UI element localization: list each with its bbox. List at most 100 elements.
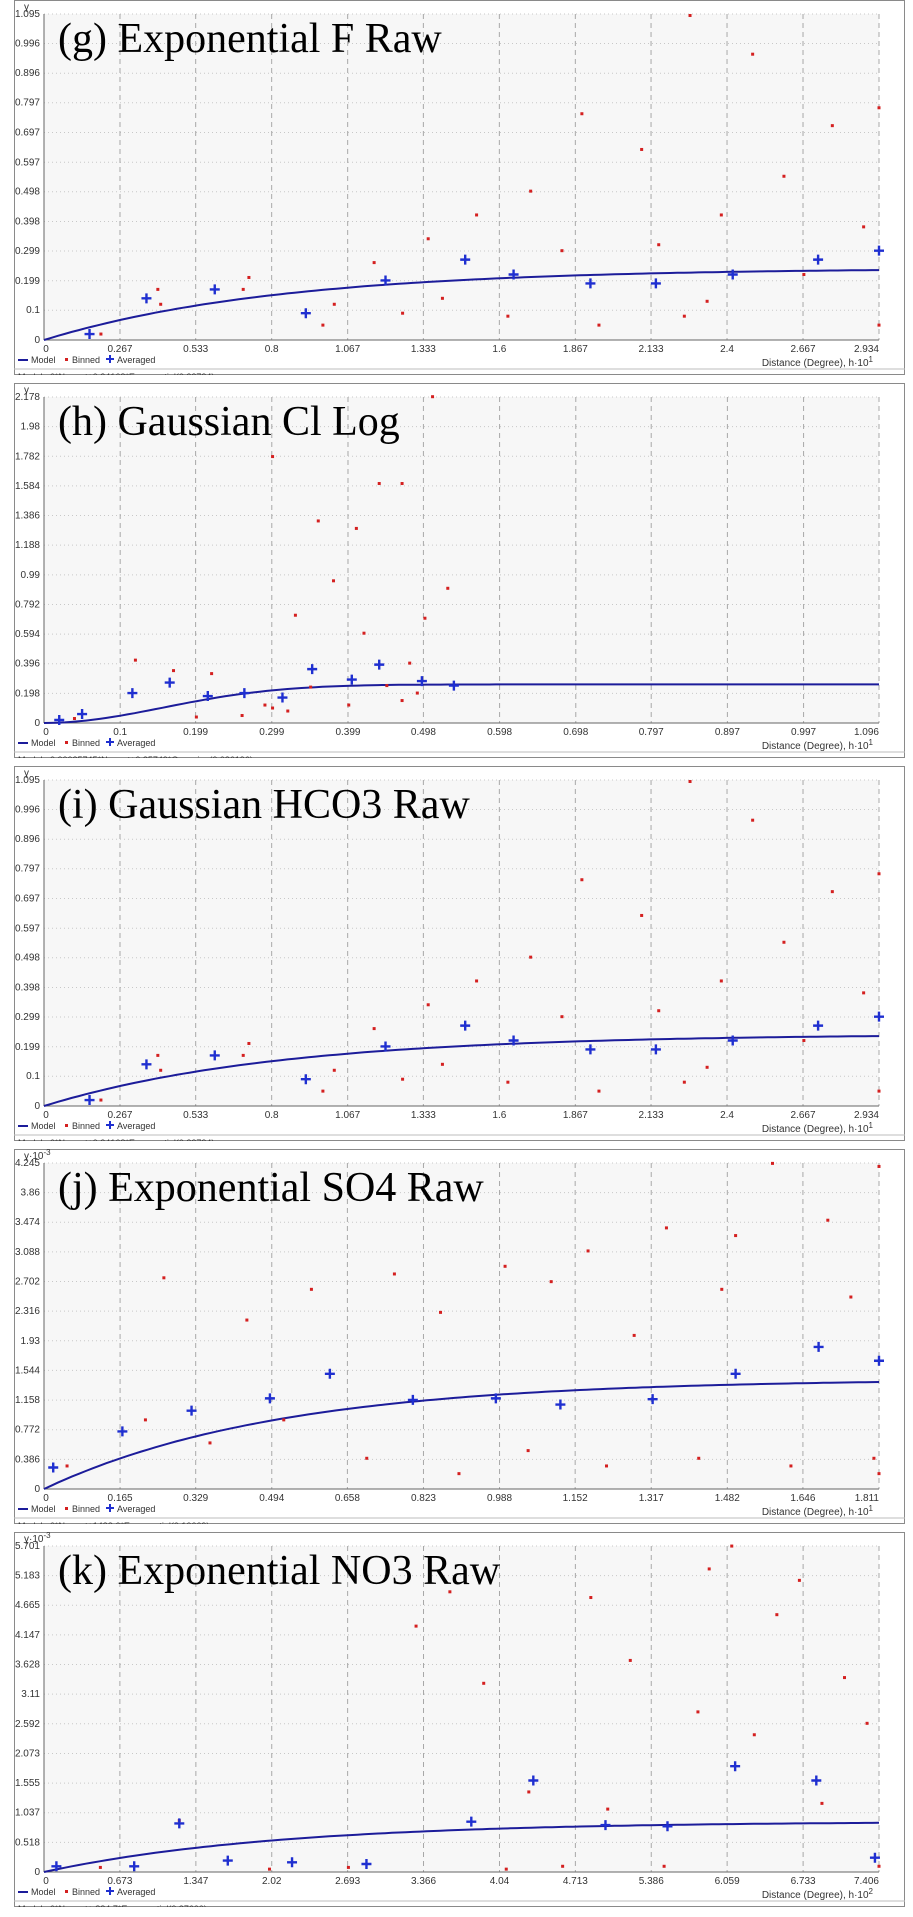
averaged-point xyxy=(346,674,357,685)
binned-point xyxy=(316,519,320,523)
averaged-point xyxy=(361,1858,372,1869)
binned-point xyxy=(99,332,103,336)
binned-point xyxy=(865,1721,869,1725)
binned-point xyxy=(482,1681,486,1685)
binned-point xyxy=(172,669,176,673)
binned-point xyxy=(775,1613,779,1617)
binned-point xyxy=(802,1039,806,1043)
plot-area xyxy=(44,1546,879,1872)
averaged-point xyxy=(585,278,596,289)
binned-point xyxy=(730,1544,734,1548)
variogram-panel-h: γ 0 0.198 0.396 0.594 0.792 0.99 1.188 1.386 1.58… xyxy=(14,383,905,758)
x-tick-label: 0 xyxy=(43,1110,49,1121)
x-tick-label: 1.811 xyxy=(855,1493,880,1504)
legend-model-label: Model xyxy=(31,1121,56,1131)
y-axis-unit-exponent: -3 xyxy=(43,1149,51,1157)
variogram-panel-j: γ·10-3 0 0.386 0.772 1.158 1.544 1.93 2.316 2.70… xyxy=(14,1149,905,1524)
chart-title: (h) Gaussian Cl Log xyxy=(58,399,400,445)
binned-point xyxy=(751,818,755,822)
y-tick-label: 4.245 xyxy=(15,1158,40,1169)
binned-point xyxy=(802,273,806,277)
averaged-point xyxy=(374,659,385,670)
x-axis-label-exponent: 1 xyxy=(869,1504,874,1513)
binned-point xyxy=(475,213,479,217)
y-tick-label: 1.98 xyxy=(21,422,41,433)
averaged-point xyxy=(490,1393,501,1404)
legend-averaged-swatch xyxy=(106,738,114,746)
x-tick-label: 2.133 xyxy=(639,344,664,355)
binned-point xyxy=(751,52,755,56)
binned-point xyxy=(527,1790,531,1794)
x-tick-label: 1.867 xyxy=(563,1110,588,1121)
binned-point xyxy=(457,1472,461,1476)
averaged-point xyxy=(287,1857,298,1868)
x-tick-label: 2.667 xyxy=(790,1110,815,1121)
y-tick-label: 0.597 xyxy=(15,157,40,168)
binned-point xyxy=(392,1272,396,1276)
binned-point xyxy=(877,1864,881,1868)
averaged-point xyxy=(202,691,213,702)
binned-point xyxy=(446,586,450,590)
binned-point xyxy=(440,296,444,300)
binned-point xyxy=(734,1234,738,1238)
y-tick-label: 1.544 xyxy=(15,1365,40,1376)
legend-binned-swatch xyxy=(65,1507,68,1510)
x-tick-label: 1.646 xyxy=(790,1493,815,1504)
legend-model-label: Model xyxy=(31,1887,56,1897)
model-curve xyxy=(43,1035,879,1107)
binned-point xyxy=(309,1287,313,1291)
averaged-point xyxy=(209,284,220,295)
y-tick-label: 2.592 xyxy=(15,1719,40,1730)
legend-averaged-label: Averaged xyxy=(117,355,155,365)
y-tick-label: 3.11 xyxy=(21,1689,40,1700)
binned-point xyxy=(830,890,834,894)
model-curve xyxy=(43,269,879,341)
binned-point xyxy=(321,323,325,327)
averaged-point xyxy=(600,1820,611,1831)
y-tick-label: 0.1 xyxy=(26,1071,40,1082)
y-tick-label: 3.628 xyxy=(15,1660,40,1671)
binned-point xyxy=(143,1418,147,1422)
averaged-point xyxy=(730,1368,741,1379)
y-axis-unit-exponent: -3 xyxy=(43,1532,51,1540)
binned-point xyxy=(245,1318,249,1322)
y-tick-label: 0.996 xyxy=(15,38,40,49)
averaged-point xyxy=(813,1020,824,1031)
plot-area xyxy=(44,1163,879,1489)
binned-point xyxy=(72,717,76,721)
binned-point xyxy=(439,1310,443,1314)
averaged-point xyxy=(811,1775,822,1786)
legend-binned-swatch xyxy=(65,1124,68,1127)
x-tick-label: 0.533 xyxy=(183,344,208,355)
binned-point xyxy=(400,699,404,703)
y-tick-label: 1.095 xyxy=(15,775,40,786)
averaged-point xyxy=(874,1011,884,1022)
x-tick-label: 0.988 xyxy=(487,1493,512,1504)
x-axis-label-exponent: 1 xyxy=(869,738,874,747)
legend-averaged-label: Averaged xyxy=(117,738,155,748)
averaged-point xyxy=(380,275,391,286)
model-equation: Model : 0*Nugget+0.24168*Exponential(0.2… xyxy=(18,1138,214,1141)
y-tick-label: 1.158 xyxy=(15,1395,40,1406)
y-tick-label: 1.037 xyxy=(15,1808,40,1819)
y-tick-label: 2.702 xyxy=(15,1276,40,1287)
binned-point xyxy=(877,872,881,876)
averaged-point xyxy=(874,245,884,256)
y-tick-label: 0 xyxy=(34,1484,40,1495)
y-tick-label: 0.697 xyxy=(15,127,40,138)
x-tick-label: 0 xyxy=(43,727,49,738)
binned-point xyxy=(580,878,584,882)
binned-point xyxy=(720,1287,724,1291)
averaged-point xyxy=(300,1074,311,1085)
x-tick-label: 0.8 xyxy=(265,1110,279,1121)
x-tick-label: 6.733 xyxy=(791,1876,816,1887)
averaged-point xyxy=(264,1393,275,1404)
chart-svg: γ 0 0.198 0.396 0.594 0.792 0.99 1.188 1.386 1.58… xyxy=(14,383,905,758)
y-tick-label: 2.178 xyxy=(15,392,40,403)
variogram-panel-k: γ·10-3 0 0.518 1.037 1.555 2.073 2.592 3.11 3.62… xyxy=(14,1532,905,1907)
averaged-point xyxy=(209,1050,220,1061)
legend-binned-label: Binned xyxy=(72,738,100,748)
y-tick-label: 0.498 xyxy=(15,187,40,198)
y-tick-label: 0.199 xyxy=(15,1042,40,1053)
binned-point xyxy=(400,482,404,486)
